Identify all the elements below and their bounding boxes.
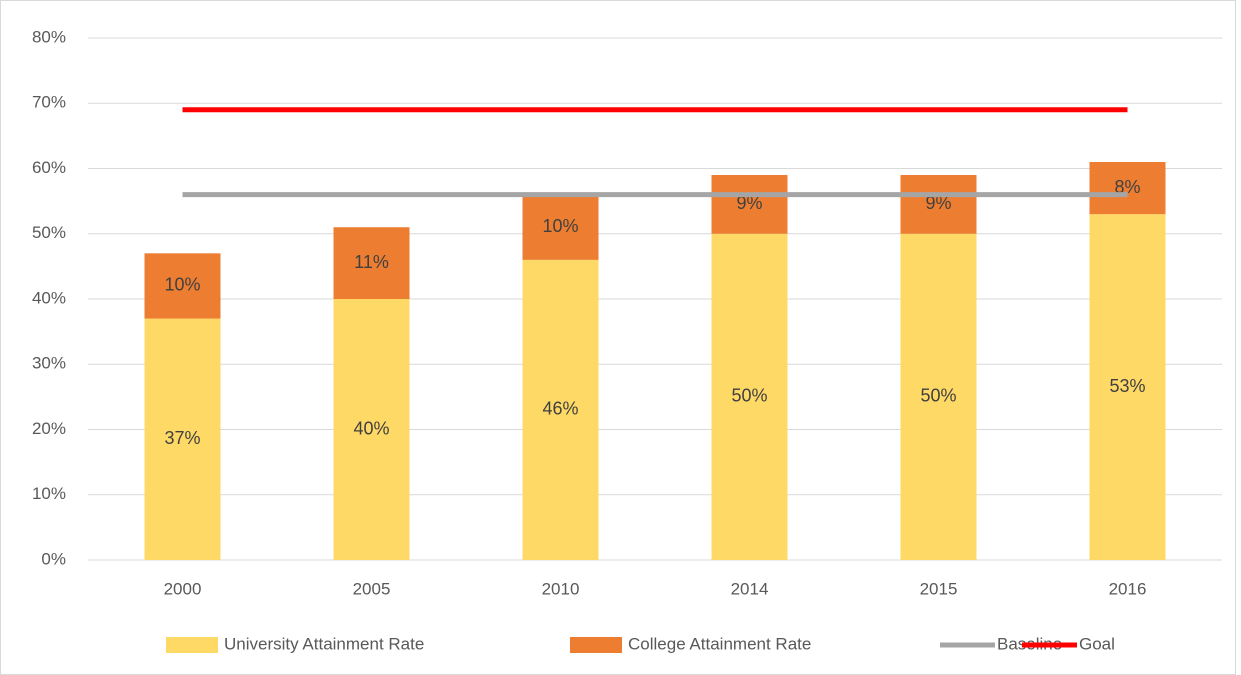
legend-swatch xyxy=(166,637,218,653)
data-label: 53% xyxy=(1109,376,1145,396)
bar-segment xyxy=(711,175,788,234)
data-label: 10% xyxy=(164,275,200,295)
bar-segment xyxy=(900,233,977,560)
y-tick-label: 40% xyxy=(32,288,66,307)
data-label: 37% xyxy=(164,428,200,448)
data-label: 46% xyxy=(542,399,578,419)
y-tick-label: 30% xyxy=(32,354,66,373)
legend-label: College Attainment Rate xyxy=(628,634,811,653)
legend-label: Goal xyxy=(1079,634,1115,653)
y-tick-label: 20% xyxy=(32,419,66,438)
bar-segment xyxy=(1089,214,1166,561)
x-tick-label: 2015 xyxy=(920,579,958,598)
data-label: 9% xyxy=(736,193,762,213)
y-tick-label: 50% xyxy=(32,223,66,242)
y-tick-label: 70% xyxy=(32,93,66,112)
bar-segment xyxy=(522,259,599,560)
x-tick-label: 2010 xyxy=(542,579,580,598)
bar-segment xyxy=(900,175,977,234)
x-tick-label: 2005 xyxy=(353,579,391,598)
data-label: 9% xyxy=(925,193,951,213)
bar-segment xyxy=(522,194,599,260)
x-tick-label: 2014 xyxy=(731,579,769,598)
bar-segment xyxy=(333,299,410,560)
data-label: 11% xyxy=(354,252,389,272)
bar-segment xyxy=(333,227,410,299)
data-label: 40% xyxy=(353,418,389,438)
legend-label: University Attainment Rate xyxy=(224,634,424,653)
data-label: 50% xyxy=(731,386,767,406)
data-label: 10% xyxy=(542,216,578,236)
legend-swatch xyxy=(570,637,622,653)
data-label: 8% xyxy=(1114,177,1140,197)
y-tick-label: 0% xyxy=(41,549,66,568)
bar-segment xyxy=(711,233,788,560)
y-tick-label: 10% xyxy=(32,484,66,503)
y-tick-label: 80% xyxy=(32,27,66,46)
y-tick-label: 60% xyxy=(32,158,66,177)
data-label: 50% xyxy=(920,386,956,406)
x-tick-label: 2000 xyxy=(164,579,202,598)
x-tick-label: 2016 xyxy=(1109,579,1147,598)
bar-segment xyxy=(1089,161,1166,215)
bar-segment xyxy=(144,253,221,319)
bar-segment xyxy=(144,318,221,560)
